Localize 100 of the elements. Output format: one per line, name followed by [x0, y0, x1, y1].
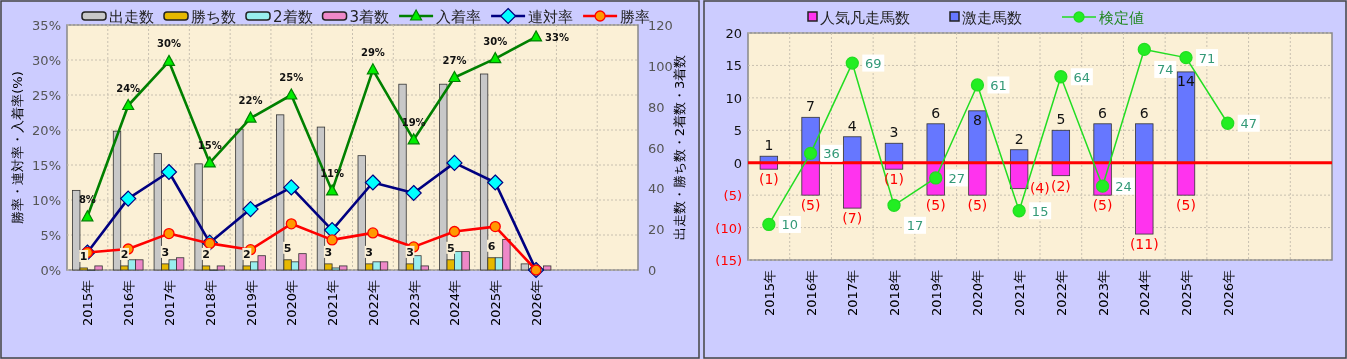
- y-tick-label: 0: [733, 155, 742, 171]
- x-tick-label: 2019年: [243, 280, 259, 327]
- x-tick-label: 2022年: [365, 280, 381, 327]
- point: [448, 70, 461, 83]
- y-tick-label: 30%: [32, 53, 61, 68]
- point: [367, 227, 379, 239]
- y2-tick-label: 40: [648, 181, 665, 197]
- point: [160, 163, 178, 181]
- y2-tick-label: 100: [648, 58, 673, 74]
- bar: [1176, 162, 1196, 196]
- point: [845, 56, 859, 70]
- point: [163, 227, 175, 240]
- data-label: 2: [1014, 130, 1024, 147]
- data-label: 74: [1157, 62, 1174, 78]
- data-label: 5: [1056, 111, 1066, 128]
- data-label: 6: [931, 104, 941, 121]
- legend-label: 連対率: [528, 8, 574, 26]
- point: [446, 154, 463, 171]
- data-label: 5: [283, 241, 292, 255]
- x-tick-label: 2016年: [803, 270, 819, 317]
- bar: [1135, 123, 1154, 164]
- point: [529, 30, 543, 42]
- point: [244, 111, 257, 123]
- data-label: 6: [1139, 104, 1149, 121]
- point: [1221, 116, 1235, 130]
- data-label: 4: [847, 117, 857, 134]
- x-tick-label: 2015年: [761, 270, 777, 317]
- y-tick-label: 10%: [32, 193, 61, 208]
- point: [1012, 204, 1026, 218]
- bar: [520, 263, 529, 271]
- x-tick-label: 2020年: [970, 270, 986, 317]
- data-label: 3: [365, 245, 373, 259]
- data-label: 1: [764, 137, 774, 154]
- point: [364, 174, 381, 191]
- x-tick-label: 2023年: [406, 280, 422, 327]
- bar: [843, 162, 862, 209]
- point: [285, 218, 297, 230]
- bar: [843, 136, 862, 164]
- bar: [1135, 162, 1154, 235]
- data-label: 3: [324, 245, 333, 259]
- point: [970, 78, 985, 92]
- point: [326, 184, 339, 196]
- x-tick-label: 2018年: [887, 270, 902, 317]
- legend-label: 勝率: [620, 8, 651, 26]
- y-tick-label: 0%: [40, 263, 61, 278]
- point: [242, 201, 259, 218]
- x-tick-label: 2025年: [1179, 270, 1194, 317]
- point: [407, 133, 420, 145]
- y-tick-label: 15: [725, 58, 742, 74]
- point: [887, 198, 901, 212]
- y-tick-label: (5): [723, 188, 742, 204]
- y-tick-label: 15%: [32, 158, 61, 173]
- data-label: (7): [842, 210, 863, 227]
- data-label: 14: [1177, 72, 1195, 89]
- data-label: (5): [925, 197, 946, 214]
- point: [122, 98, 135, 111]
- x-tick-label: 2017年: [845, 270, 861, 317]
- y-tick-label: 5: [733, 123, 742, 139]
- bar: [968, 110, 987, 164]
- x-tick-label: 2019年: [928, 270, 944, 317]
- data-label: 24: [1115, 179, 1132, 195]
- point: [81, 210, 94, 222]
- data-label: 24%: [116, 82, 141, 94]
- data-label: 6: [1098, 104, 1108, 121]
- x-tick-label: 2023年: [1095, 270, 1111, 317]
- point: [120, 190, 137, 207]
- data-label: 15: [1031, 203, 1049, 219]
- y2-tick-label: 0: [648, 263, 657, 278]
- x-tick-label: 2026年: [529, 280, 545, 327]
- x-tick-label: 2018年: [202, 280, 218, 327]
- legend-label: 入着率: [436, 8, 482, 26]
- legend-label: 激走馬数: [962, 9, 1022, 27]
- y2-tick-label: 20: [648, 222, 665, 238]
- bar: [926, 123, 945, 164]
- data-label: 2: [242, 247, 251, 261]
- data-label: 29%: [360, 46, 385, 58]
- data-label: (1): [758, 171, 779, 188]
- data-label: 6: [487, 239, 496, 253]
- data-label: 64: [1073, 69, 1091, 85]
- point: [803, 146, 818, 160]
- x-tick-label: 2025年: [488, 280, 504, 327]
- y2-tick-label: 120: [648, 18, 673, 33]
- point: [489, 52, 502, 64]
- data-label: 22%: [238, 95, 263, 107]
- data-label: 1: [79, 249, 88, 263]
- data-label: 30%: [483, 35, 508, 47]
- data-label: (2): [1050, 177, 1071, 194]
- data-label: 47: [1240, 116, 1257, 132]
- legend-label: 勝ち数: [191, 8, 236, 26]
- point: [487, 174, 504, 191]
- data-label: 3: [161, 245, 170, 259]
- y-axis-title: 勝率・連対率・入着率(%): [10, 71, 25, 224]
- y-tick-label: 20%: [32, 123, 61, 138]
- x-tick-label: 2021年: [1012, 270, 1028, 317]
- legend-label: 3着数: [349, 8, 390, 26]
- point: [285, 88, 298, 100]
- x-tick-label: 2016年: [121, 280, 137, 327]
- y2-tick-label: 60: [648, 140, 665, 156]
- y2-tick-label: 80: [648, 99, 665, 115]
- data-label: 61: [990, 77, 1007, 93]
